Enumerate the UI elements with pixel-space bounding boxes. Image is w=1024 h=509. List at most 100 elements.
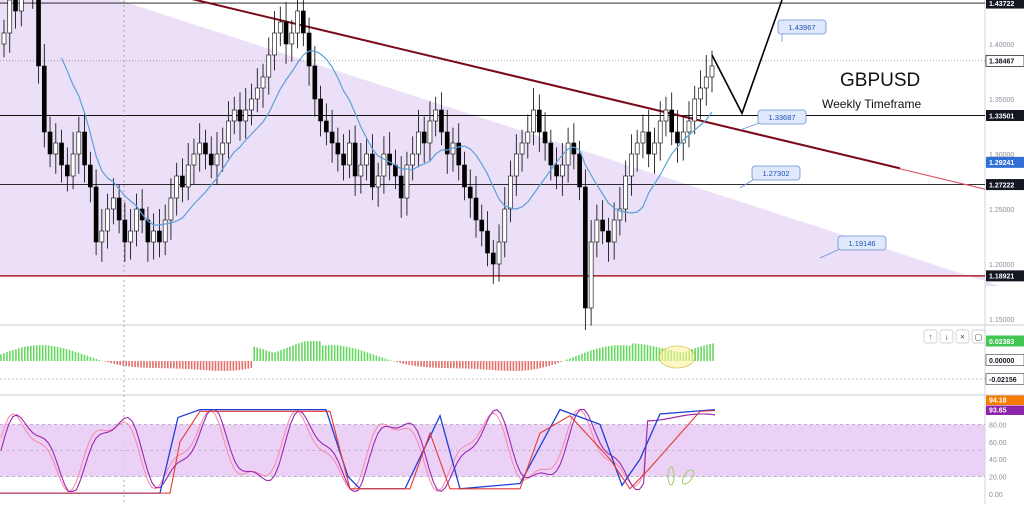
candle-body xyxy=(128,230,133,243)
callout-box xyxy=(777,19,827,35)
candle-body xyxy=(537,109,542,133)
slow-stoch-k-line xyxy=(0,409,716,494)
candle-body xyxy=(479,219,485,232)
candle-body xyxy=(312,65,318,100)
candle-body xyxy=(421,131,427,144)
candle-body xyxy=(531,109,536,133)
candle-body xyxy=(703,76,709,89)
candle-body xyxy=(485,230,490,254)
candle-body xyxy=(663,109,669,122)
candle-body xyxy=(692,98,698,122)
candle-body xyxy=(254,87,260,100)
candle-body xyxy=(508,175,513,210)
callout-label: 1.19146 xyxy=(848,239,875,248)
candle-body xyxy=(513,153,519,177)
candle-body xyxy=(306,32,312,67)
stoch-tag-label: 94.18 xyxy=(989,398,1007,405)
candle-body xyxy=(111,197,116,210)
candle-body xyxy=(600,219,605,232)
candle-body xyxy=(260,76,266,89)
stoch-k-line xyxy=(0,408,716,493)
candle-body xyxy=(145,219,151,243)
candle-body xyxy=(88,164,93,188)
candle-body xyxy=(82,131,87,166)
chart-subtitle: Weekly Timeframe xyxy=(822,97,921,111)
candle-body xyxy=(370,153,375,188)
callout-box xyxy=(751,165,801,181)
callout-box xyxy=(837,235,887,251)
candle-body xyxy=(122,219,128,243)
candle-body xyxy=(7,0,13,34)
pane-control-button[interactable]: × xyxy=(955,329,970,344)
candle-body xyxy=(577,153,582,188)
annotation-mark xyxy=(667,466,675,486)
candle-body xyxy=(709,65,715,78)
price-tag xyxy=(986,156,1024,168)
macd-tag xyxy=(985,354,1024,366)
candle-body xyxy=(70,153,76,177)
candle-body xyxy=(652,142,657,155)
price-axis: 1.450001.400001.350001.300001.250001.200… xyxy=(985,0,1024,324)
price-tag xyxy=(986,270,1024,282)
candle-body xyxy=(698,87,703,100)
price-tag xyxy=(985,55,1024,67)
candles xyxy=(1,0,715,330)
candle-body xyxy=(456,142,462,166)
candle-body xyxy=(433,109,439,122)
price-tick-label: 1.15000 xyxy=(989,317,1014,324)
pane-control-button[interactable]: ↑ xyxy=(923,329,938,344)
candle-body xyxy=(162,219,168,243)
candle-body xyxy=(151,230,156,243)
candle-body xyxy=(387,153,392,166)
candle-body xyxy=(324,120,329,133)
candle-body xyxy=(237,109,243,122)
candle-body xyxy=(646,131,651,155)
annotation-mark xyxy=(681,469,695,485)
candle-body xyxy=(416,131,421,155)
candle-body xyxy=(283,21,289,45)
candle-body xyxy=(554,164,559,177)
macd-tag xyxy=(985,373,1024,385)
candle-body xyxy=(18,0,24,12)
candle-body xyxy=(220,142,226,155)
price-tag-label: 1.29241 xyxy=(989,160,1014,167)
pane-control-frame xyxy=(955,329,970,344)
candle-body xyxy=(611,219,617,243)
macd-tag xyxy=(986,335,1024,347)
candle-body xyxy=(231,109,237,122)
stoch-tick-label: 80.00 xyxy=(989,422,1007,429)
candle-body xyxy=(358,164,364,177)
pane-control-button[interactable]: ▢ xyxy=(971,329,986,344)
candle-body xyxy=(243,109,249,122)
candle-body xyxy=(565,142,571,166)
pane-control-icon: ↓ xyxy=(945,333,949,342)
candle-body xyxy=(47,131,53,155)
candle-body xyxy=(444,131,450,155)
projection-path xyxy=(711,0,783,116)
candle-body xyxy=(629,153,634,177)
candle-body xyxy=(134,208,139,232)
candle-body xyxy=(203,142,208,155)
candle-body xyxy=(295,10,300,34)
pane-control-button[interactable]: ↓ xyxy=(939,329,954,344)
candle-body xyxy=(427,120,433,144)
callout-label: 1.27302 xyxy=(762,169,789,178)
candle-body xyxy=(277,21,283,34)
candle-body xyxy=(226,120,231,144)
stoch-tag-label: 93.65 xyxy=(989,408,1007,415)
candle-body xyxy=(180,175,185,188)
candle-body xyxy=(640,131,646,144)
candle-body xyxy=(398,175,404,199)
pane-control-frame xyxy=(923,329,938,344)
candle-body xyxy=(318,98,323,122)
price-tick-label: 1.40000 xyxy=(989,42,1014,49)
callout-label: 1.43967 xyxy=(788,23,815,32)
pane-control-frame xyxy=(971,329,986,344)
pane-control-icon: × xyxy=(960,333,965,342)
price-tick-label: 1.35000 xyxy=(989,97,1014,104)
candle-body xyxy=(272,32,277,56)
candle-body xyxy=(686,120,692,133)
candle-body xyxy=(266,54,272,78)
